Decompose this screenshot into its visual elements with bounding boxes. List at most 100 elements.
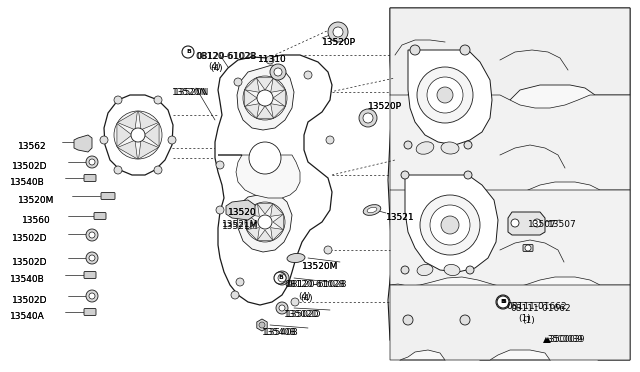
Text: 13540A: 13540A [10, 312, 45, 321]
Circle shape [274, 68, 282, 76]
Text: 13520M: 13520M [18, 196, 54, 205]
Circle shape [89, 159, 95, 165]
Text: 13540B: 13540B [262, 328, 297, 337]
Polygon shape [388, 8, 630, 360]
Text: (4): (4) [298, 292, 310, 301]
Polygon shape [226, 200, 255, 220]
Polygon shape [257, 319, 267, 331]
Circle shape [168, 136, 176, 144]
Text: 13540B: 13540B [10, 275, 45, 284]
Circle shape [278, 274, 286, 282]
Circle shape [441, 216, 459, 234]
Circle shape [270, 64, 286, 80]
Circle shape [114, 111, 162, 159]
Ellipse shape [287, 253, 305, 263]
Text: 13502D: 13502D [12, 258, 47, 267]
Polygon shape [246, 203, 259, 217]
Polygon shape [118, 140, 138, 159]
Text: 13540B: 13540B [10, 178, 45, 187]
Circle shape [114, 96, 122, 104]
Circle shape [245, 202, 285, 242]
Circle shape [437, 87, 453, 103]
Polygon shape [257, 106, 273, 118]
Circle shape [404, 141, 412, 149]
Circle shape [304, 71, 312, 79]
FancyBboxPatch shape [523, 244, 533, 251]
Circle shape [410, 45, 420, 55]
Polygon shape [390, 190, 630, 288]
FancyBboxPatch shape [84, 308, 96, 315]
Polygon shape [104, 95, 173, 175]
Circle shape [525, 245, 531, 251]
Text: 13520P: 13520P [322, 38, 356, 47]
Circle shape [328, 22, 348, 42]
Circle shape [89, 255, 95, 261]
Polygon shape [390, 285, 630, 360]
Polygon shape [390, 8, 630, 105]
Text: 13540B: 13540B [10, 275, 45, 284]
Text: 13520P: 13520P [368, 102, 402, 111]
Polygon shape [218, 155, 300, 198]
Text: 13502D: 13502D [12, 162, 47, 171]
Polygon shape [237, 192, 292, 252]
Polygon shape [237, 65, 294, 130]
Circle shape [257, 90, 273, 106]
Circle shape [154, 96, 162, 104]
Text: 13507: 13507 [548, 220, 577, 229]
Circle shape [243, 76, 287, 120]
Circle shape [154, 166, 162, 174]
Circle shape [86, 252, 98, 264]
Circle shape [326, 136, 334, 144]
Ellipse shape [441, 142, 459, 154]
Text: 13520P: 13520P [368, 102, 402, 111]
Circle shape [216, 206, 224, 214]
Polygon shape [215, 55, 332, 305]
Circle shape [466, 266, 474, 274]
Text: 13520M: 13520M [18, 196, 54, 205]
Polygon shape [117, 124, 132, 147]
Text: 13520: 13520 [228, 208, 257, 217]
Polygon shape [273, 89, 285, 106]
Polygon shape [74, 135, 92, 152]
Circle shape [291, 298, 299, 306]
Circle shape [234, 78, 242, 86]
Circle shape [427, 77, 463, 113]
FancyBboxPatch shape [84, 174, 96, 182]
Polygon shape [244, 104, 259, 118]
Text: 13540B: 13540B [264, 328, 299, 337]
Text: 08120-61028: 08120-61028 [196, 52, 257, 61]
Circle shape [266, 56, 274, 64]
Circle shape [100, 136, 108, 144]
Text: 08111-01662: 08111-01662 [506, 302, 566, 311]
Text: B: B [500, 299, 506, 304]
Text: 13521M: 13521M [222, 222, 259, 231]
Circle shape [533, 219, 541, 227]
Circle shape [86, 229, 98, 241]
Text: 13560: 13560 [22, 216, 51, 225]
Circle shape [249, 142, 281, 174]
Text: 11310: 11310 [258, 55, 287, 64]
Circle shape [420, 195, 480, 255]
Circle shape [275, 271, 289, 285]
Text: 13502D: 13502D [284, 310, 319, 319]
Circle shape [231, 291, 239, 299]
Polygon shape [271, 78, 285, 92]
Text: 13502D: 13502D [12, 162, 47, 171]
Circle shape [464, 141, 472, 149]
Polygon shape [273, 214, 284, 230]
Circle shape [359, 109, 377, 127]
Text: 13520M: 13520M [302, 262, 339, 271]
Text: B: B [501, 299, 506, 304]
Text: 08120-61028: 08120-61028 [284, 280, 344, 289]
FancyBboxPatch shape [94, 212, 106, 219]
Circle shape [496, 295, 510, 309]
Text: (1): (1) [522, 316, 535, 325]
Polygon shape [139, 140, 159, 159]
Polygon shape [257, 230, 273, 240]
Text: 13540A: 13540A [10, 312, 45, 321]
Circle shape [403, 315, 413, 325]
Circle shape [86, 290, 98, 302]
Circle shape [460, 45, 470, 55]
Circle shape [401, 266, 409, 274]
Text: 08111-01662: 08111-01662 [510, 304, 571, 313]
